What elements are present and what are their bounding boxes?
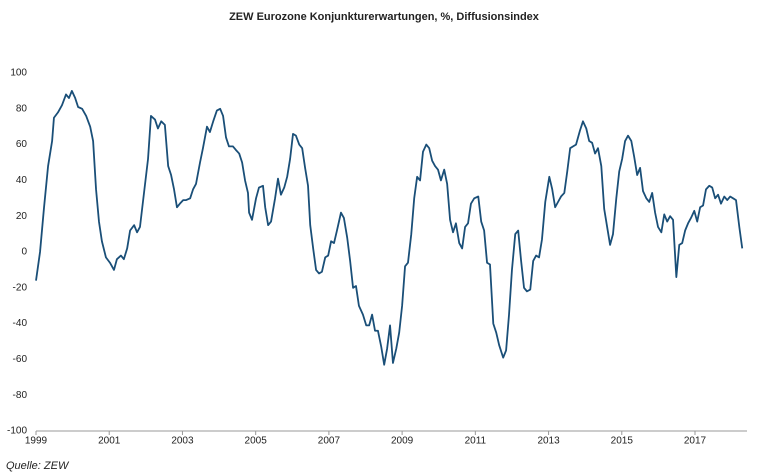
- x-tick-label: 2011: [465, 436, 487, 447]
- x-tick-label: 2017: [684, 436, 707, 447]
- source: Quelle: ZEW: [6, 460, 70, 472]
- y-tick-label: 60: [16, 139, 28, 150]
- x-tick-label: 2015: [611, 436, 634, 447]
- x-tick-label: 2003: [171, 436, 194, 447]
- y-tick-label: 100: [10, 68, 27, 79]
- chart-title: ZEW Eurozone Konjunkturerwartungen, %, D…: [229, 11, 540, 23]
- y-tick-label: 80: [16, 103, 28, 114]
- y-tick-label: -100: [7, 426, 27, 437]
- line-series: [35, 90, 744, 366]
- x-tick-label: 2005: [245, 436, 268, 447]
- x-tick-label: 2013: [537, 436, 560, 447]
- x-tick-label: 2001: [98, 436, 121, 447]
- y-tick-label: -80: [13, 390, 28, 401]
- x-tick-label: 2007: [318, 436, 341, 447]
- x-tick-label: 2009: [391, 436, 414, 447]
- y-tick-label: 40: [16, 175, 28, 186]
- y-tick-label: 0: [21, 247, 27, 258]
- y-tick-label: -60: [13, 354, 28, 365]
- y-tick-label: -20: [13, 282, 28, 293]
- y-tick-label: 20: [16, 211, 28, 222]
- y-tick-label: -40: [13, 318, 28, 329]
- x-tick-label: 1999: [25, 436, 48, 447]
